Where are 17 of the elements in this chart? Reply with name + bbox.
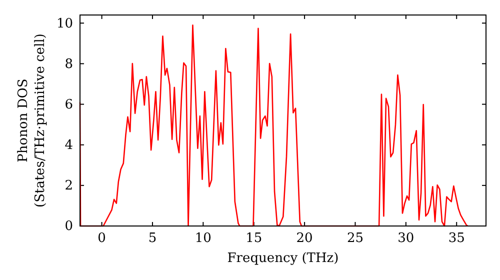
- x-tick-label: 20: [296, 231, 313, 246]
- x-tick-label: 15: [246, 231, 262, 246]
- x-tick-label: 35: [448, 231, 465, 246]
- x-tick-label: 10: [194, 231, 212, 246]
- x-tick-label: 30: [398, 231, 414, 246]
- x-tick-label: 25: [346, 231, 364, 246]
- y-tick-label: 6: [64, 97, 73, 112]
- y-tick-label: 8: [64, 56, 73, 72]
- x-axis-title: Frequency (THz): [227, 251, 339, 266]
- y-tick-label: 10: [56, 16, 73, 32]
- y-tick-label: 2: [64, 178, 73, 194]
- x-tick-label: 0: [98, 231, 106, 246]
- y-axis-title: Phonon DOS (States/THz·primitive cell): [16, 33, 48, 208]
- y-tick-label: 0: [64, 219, 73, 234]
- x-tick-label: 5: [148, 231, 157, 246]
- y-tick-label: 4: [64, 138, 73, 154]
- line-series: [79, 24, 468, 227]
